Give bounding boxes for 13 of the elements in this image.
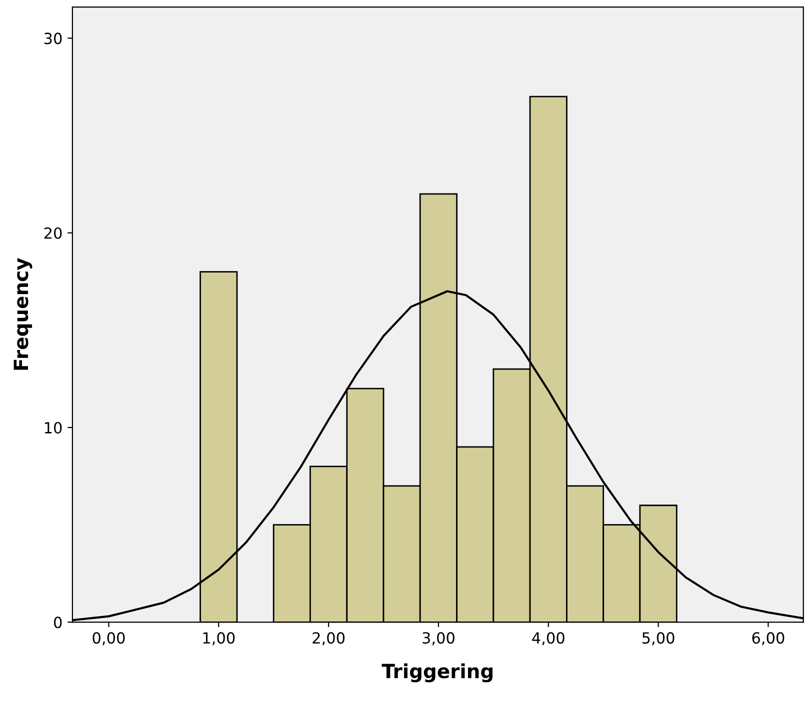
x-tick-label: 3,00 [422,632,454,646]
y-axis-title: Frequency [14,258,32,370]
x-tick-label: 0,00 [92,632,125,646]
y-tick-label: 20 [44,227,62,239]
x-axis-title: Triggering [382,663,492,682]
y-tick-label: 0 [54,616,62,628]
x-tick-label: 5,00 [642,632,674,646]
x-tick-label: 4,00 [532,632,564,646]
x-tick-label: 1,00 [203,632,235,646]
y-tick-label: 10 [44,422,62,434]
y-tick-label: 30 [44,32,62,44]
x-tick-label: 6,00 [752,632,784,646]
x-tick-label: 2,00 [312,632,345,646]
